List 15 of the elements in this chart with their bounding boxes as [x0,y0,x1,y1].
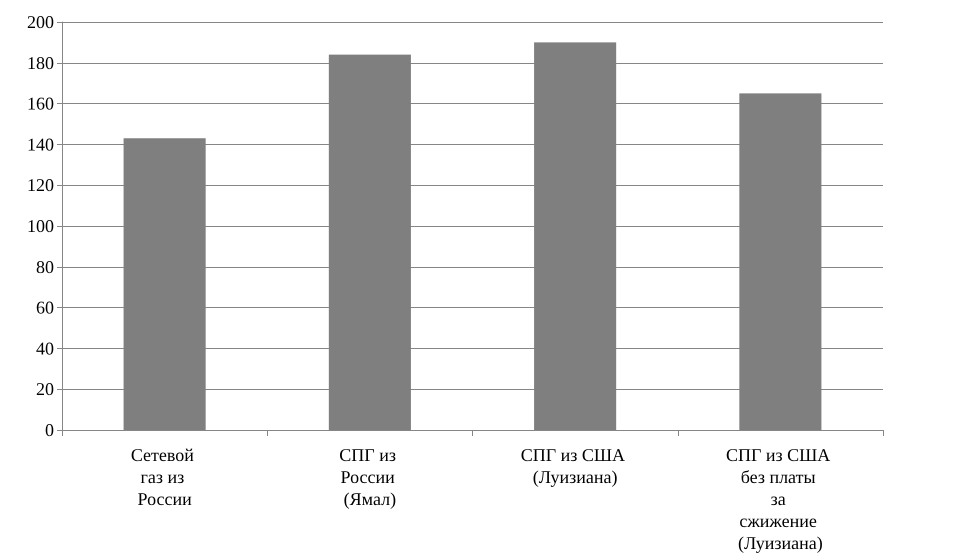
y-tick-label: 0 [45,420,54,440]
y-tick-label: 160 [27,94,54,114]
y-tick-label: 120 [27,175,54,196]
y-tick-label: 140 [27,134,54,154]
y-tick-label: 40 [36,338,54,358]
x-tick-label: СПГ из США (Луизиана) [520,445,630,487]
y-tick-label: 80 [36,256,54,277]
y-tick-label: 100 [27,216,54,236]
x-tick-label: СПГ из России (Ямал) [339,445,400,509]
y-tick-label: 180 [27,52,54,73]
y-tick-label: 200 [27,12,54,32]
y-tick-label: 60 [36,298,54,318]
x-tick-label: Сетевой газ из России [130,445,198,509]
x-tick-label: СПГ из США без платы за сжижение (Луизиана) [726,445,835,553]
y-tick-label: 20 [36,379,54,400]
